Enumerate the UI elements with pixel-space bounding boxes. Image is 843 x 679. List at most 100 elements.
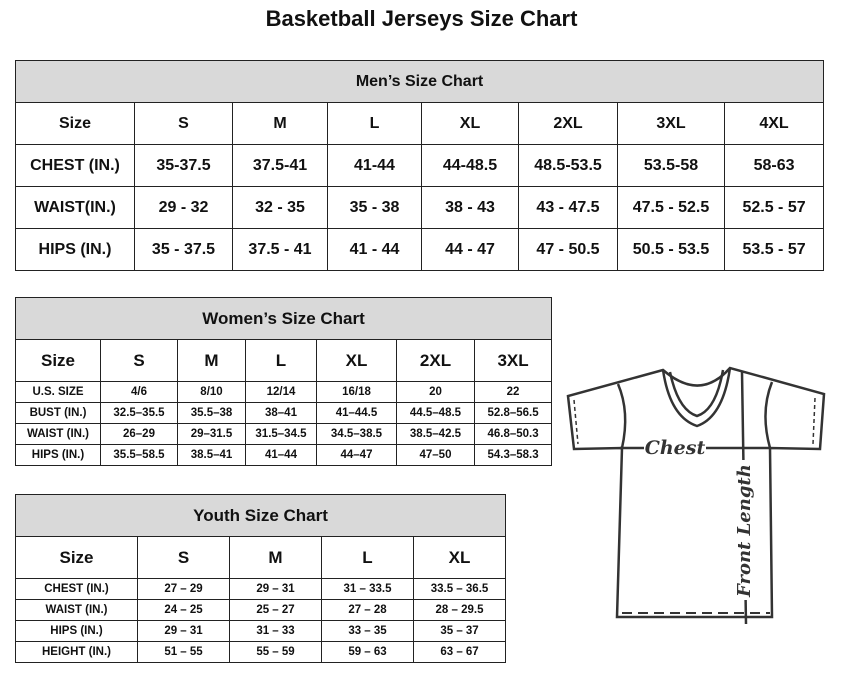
row-label: WAIST (IN.) <box>15 599 138 621</box>
table-cell: 27 – 28 <box>321 599 414 621</box>
youth-chart-title: Youth Size Chart <box>14 494 507 537</box>
row-label: U.S. SIZE <box>15 381 101 403</box>
column-header: 3XL <box>473 339 553 382</box>
table-cell: 33.5 – 36.5 <box>412 578 507 600</box>
table-cell: 24 – 25 <box>137 599 230 621</box>
table-cell: 52.8–56.5 <box>473 402 553 424</box>
table-cell: 25 – 27 <box>229 599 322 621</box>
table-cell: 35 – 37 <box>412 620 507 642</box>
table-cell: 43 - 47.5 <box>518 186 618 229</box>
table-cell: 26–29 <box>100 423 178 445</box>
column-header: XL <box>421 102 519 145</box>
row-label: CHEST (IN.) <box>15 144 135 187</box>
table-cell: 53.5-58 <box>617 144 725 187</box>
table-cell: 29–31.5 <box>177 423 246 445</box>
table-row: HIPS (IN.) 35 - 37.5 37.5 - 41 41 - 44 44 - … <box>15 228 825 271</box>
table-row: HIPS (IN.) 35.5–58.5 38.5–41 41–44 44–47 47–5… <box>15 444 553 466</box>
table-cell: 29 – 31 <box>229 578 322 600</box>
table-cell: 12/14 <box>245 381 317 403</box>
column-header: S <box>134 102 233 145</box>
table-cell: 35 - 37.5 <box>134 228 233 271</box>
row-label: HIPS (IN.) <box>15 620 138 642</box>
table-cell: 52.5 - 57 <box>723 186 825 229</box>
column-header: L <box>245 339 317 382</box>
column-header: XL <box>316 339 397 382</box>
column-header: L <box>327 102 422 145</box>
table-cell: 37.5-41 <box>232 144 328 187</box>
column-header: Size <box>15 102 135 145</box>
table-cell: 41–44 <box>245 444 317 466</box>
table-row: WAIST (IN.) 24 – 25 25 – 27 27 – 28 28 – 29.… <box>15 599 507 621</box>
column-header: 3XL <box>617 102 725 145</box>
header-row: Size S M L XL 2XL 3XL <box>15 339 553 382</box>
table-cell: 35.5–38 <box>177 402 246 424</box>
table-cell: 63 – 67 <box>412 641 507 663</box>
column-header: L <box>321 536 414 579</box>
table-cell: 58-63 <box>723 144 825 187</box>
column-header: S <box>100 339 178 382</box>
jersey-outline-icon <box>566 366 826 625</box>
table-cell: 50.5 - 53.5 <box>617 228 725 271</box>
table-cell: 22 <box>473 381 553 403</box>
womens-chart-title: Women’s Size Chart <box>14 297 553 340</box>
table-row: HEIGHT (IN.) 51 – 55 55 – 59 59 – 63 63 – 67 <box>15 641 507 663</box>
table-row: BUST (IN.) 32.5–35.5 35.5–38 38–41 41–44.5 44… <box>15 402 553 424</box>
table-cell: 47–50 <box>396 444 475 466</box>
table-cell: 41-44 <box>327 144 422 187</box>
mens-chart-title: Men’s Size Chart <box>14 60 825 103</box>
table-cell: 59 – 63 <box>321 641 414 663</box>
column-header: Size <box>15 536 138 579</box>
column-header: 2XL <box>396 339 475 382</box>
table-cell: 35 - 38 <box>327 186 422 229</box>
table-cell: 44–47 <box>316 444 397 466</box>
table-cell: 53.5 - 57 <box>723 228 825 271</box>
table-cell: 32 - 35 <box>232 186 328 229</box>
row-label: WAIST(IN.) <box>15 186 135 229</box>
row-label: HIPS (IN.) <box>15 228 135 271</box>
table-cell: 29 – 31 <box>137 620 230 642</box>
table-cell: 38.5–41 <box>177 444 246 466</box>
row-label: HIPS (IN.) <box>15 444 101 466</box>
table-cell: 31 – 33 <box>229 620 322 642</box>
mens-size-table: Men’s Size Chart Size S M L XL 2XL 3XL 4XL CHEST… <box>14 60 825 271</box>
table-cell: 44.5–48.5 <box>396 402 475 424</box>
table-cell: 35-37.5 <box>134 144 233 187</box>
table-cell: 41–44.5 <box>316 402 397 424</box>
row-label: HEIGHT (IN.) <box>15 641 138 663</box>
header-row: Size S M L XL <box>15 536 507 579</box>
table-row: WAIST(IN.) 29 - 32 32 - 35 35 - 38 38 - 43 43… <box>15 186 825 229</box>
table-cell: 27 – 29 <box>137 578 230 600</box>
table-cell: 35.5–58.5 <box>100 444 178 466</box>
table-cell: 54.3–58.3 <box>473 444 553 466</box>
table-row: CHEST (IN.) 35-37.5 37.5-41 41-44 44-48.5 48.… <box>15 144 825 187</box>
table-cell: 47 - 50.5 <box>518 228 618 271</box>
column-header: XL <box>412 536 507 579</box>
header-row: Size S M L XL 2XL 3XL 4XL <box>15 102 825 145</box>
table-cell: 44-48.5 <box>421 144 519 187</box>
table-cell: 4/6 <box>100 381 178 403</box>
table-cell: 38–41 <box>245 402 317 424</box>
table-row: CHEST (IN.) 27 – 29 29 – 31 31 – 33.5 33.5 –… <box>15 578 507 600</box>
row-label: CHEST (IN.) <box>15 578 138 600</box>
table-cell: 55 – 59 <box>229 641 322 663</box>
table-cell: 38.5–42.5 <box>396 423 475 445</box>
column-header: 2XL <box>518 102 618 145</box>
chest-label: Chest <box>645 437 706 459</box>
table-cell: 47.5 - 52.5 <box>617 186 725 229</box>
table-row: HIPS (IN.) 29 – 31 31 – 33 33 – 35 35 – 37 <box>15 620 507 642</box>
table-cell: 44 - 47 <box>421 228 519 271</box>
table-cell: 32.5–35.5 <box>100 402 178 424</box>
column-header: M <box>229 536 322 579</box>
table-cell: 20 <box>396 381 475 403</box>
table-cell: 38 - 43 <box>421 186 519 229</box>
table-cell: 48.5-53.5 <box>518 144 618 187</box>
jersey-diagram: Chest Front Length <box>566 366 826 625</box>
table-row: U.S. SIZE 4/6 8/10 12/14 16/18 20 22 <box>15 381 553 403</box>
table-cell: 16/18 <box>316 381 397 403</box>
table-cell: 33 – 35 <box>321 620 414 642</box>
table-row: WAIST (IN.) 26–29 29–31.5 31.5–34.5 34.5–38.… <box>15 423 553 445</box>
table-cell: 28 – 29.5 <box>412 599 507 621</box>
table-cell: 51 – 55 <box>137 641 230 663</box>
youth-size-table: Youth Size Chart Size S M L XL CHEST (IN.) 27 … <box>14 494 507 663</box>
table-cell: 37.5 - 41 <box>232 228 328 271</box>
